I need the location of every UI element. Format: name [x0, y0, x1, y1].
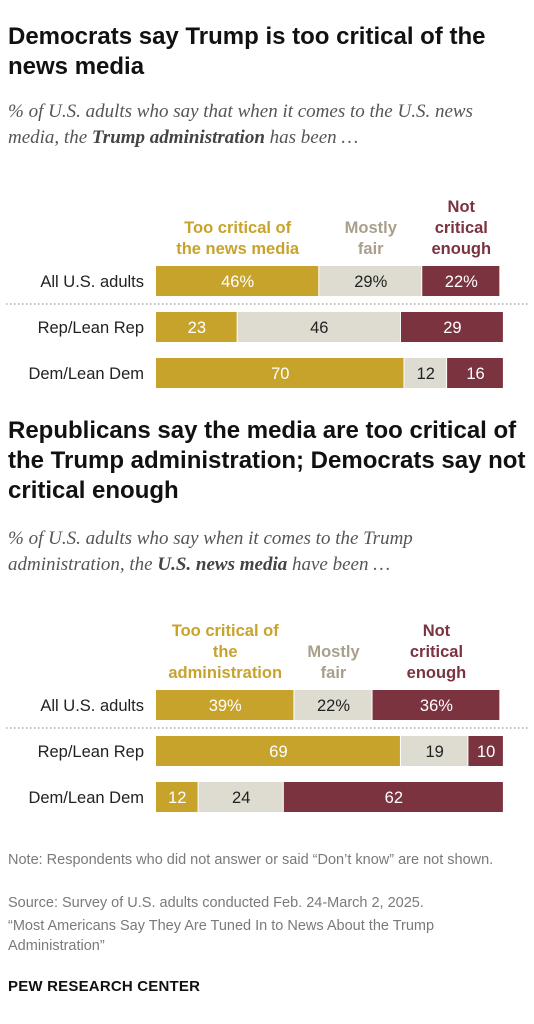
note-text: Note: Respondents who did not answer or … [8, 852, 494, 868]
bar-value-label: 70 [271, 365, 289, 383]
category-label: All U.S. adults [40, 273, 144, 291]
bar-value-label: 36% [420, 697, 453, 715]
bar-segment [400, 312, 503, 342]
bar-value-label: 23 [188, 319, 206, 337]
bar-value-label: 16 [466, 365, 484, 383]
category-label: Rep/Lean Rep [38, 743, 144, 761]
bar-segment [468, 736, 503, 766]
bar-value-label: 62 [385, 789, 403, 807]
source-text: Source: Survey of U.S. adults conducted … [8, 895, 424, 911]
bar-value-label: 22% [445, 273, 478, 291]
bar-segment [156, 266, 319, 296]
report-title-text: “Most Americans Say They Are Tuned In to… [8, 918, 435, 954]
bar-value-label: 39% [209, 697, 242, 715]
category-label: All U.S. adults [40, 697, 144, 715]
category-label: Dem/Lean Dem [28, 365, 144, 383]
chart1-stacked-bars: Too critical of the news media Mostly fair N… [6, 198, 528, 388]
bar-value-label: 46 [310, 319, 328, 337]
bar-segment [156, 312, 237, 342]
bar-segment [400, 736, 468, 766]
bar-segment [404, 358, 447, 388]
chart1-subtitle: % of U.S. adults who say that when it co… [8, 101, 473, 148]
bar-value-label: 29 [443, 319, 461, 337]
bar-value-label: 12 [417, 365, 435, 383]
bar-value-label: 24 [232, 789, 250, 807]
bar-segment [156, 782, 198, 812]
bar-value-label: 29% [354, 273, 387, 291]
category-label: Dem/Lean Dem [28, 789, 144, 807]
bar-segment [372, 690, 500, 720]
bar-segment [156, 736, 400, 766]
bar-segment [198, 782, 283, 812]
legend-not-critical-enough-1: Not critical enough [432, 198, 492, 258]
legend-too-critical-2: Too critical of the administration [168, 622, 282, 682]
bar-segment [156, 690, 294, 720]
legend-mostly-fair-1: Mostly fair [345, 219, 398, 258]
bar-segment [319, 266, 422, 296]
bar-segment [156, 358, 404, 388]
bar-segment [422, 266, 500, 296]
bar-segment [237, 312, 400, 342]
bar-value-label: 46% [221, 273, 254, 291]
category-label: Rep/Lean Rep [38, 319, 144, 337]
bar-segment [283, 782, 503, 812]
bar-value-label: 10 [477, 743, 495, 761]
bar-value-label: 22% [317, 697, 350, 715]
legend-mostly-fair-2: Mostly fair [307, 643, 360, 682]
bar-value-label: 19 [425, 743, 443, 761]
bar-segment [447, 358, 503, 388]
bar-segment [294, 690, 372, 720]
pew-logo-text: PEW RESEARCH CENTER [8, 978, 201, 995]
chart2-subtitle: % of U.S. adults who say when it comes t… [8, 528, 413, 575]
chart2-stacked-bars: Too critical of the administration Mostly fa… [6, 622, 528, 812]
chart2-title: Republicans say the media are too critic… [8, 417, 526, 504]
bar-value-label: 12 [168, 789, 186, 807]
legend-too-critical-1: Too critical of the news media [176, 219, 300, 258]
chart1-title: Democrats say Trump is too critical of t… [8, 23, 486, 80]
bar-value-label: 69 [269, 743, 287, 761]
legend-not-critical-enough-2: Not critical enough [407, 622, 467, 682]
